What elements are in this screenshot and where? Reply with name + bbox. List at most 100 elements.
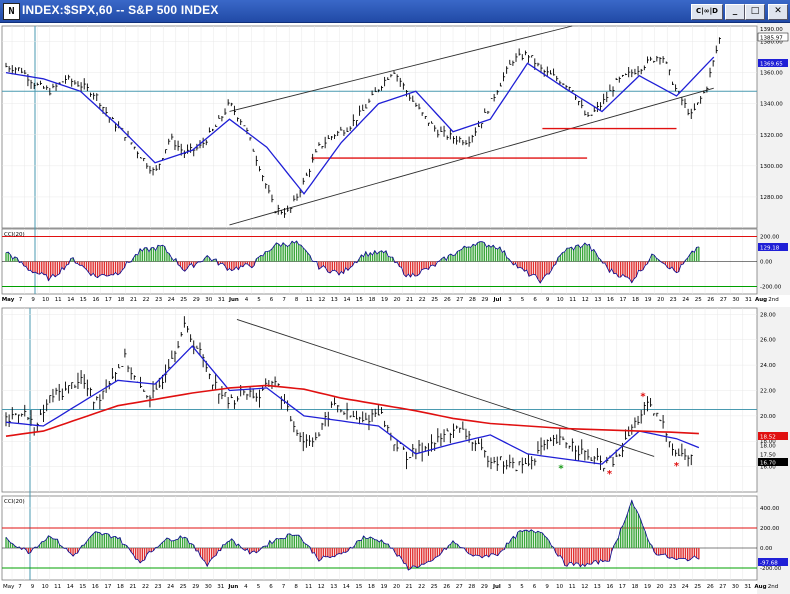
ma-value-box <box>758 59 788 67</box>
panel-frame-cciL <box>1 495 758 581</box>
upper-date-label: 7 <box>282 297 286 303</box>
lower-date-label: 13 <box>594 584 601 590</box>
lower-date-label: May <box>3 584 15 590</box>
last-price-box <box>757 32 789 42</box>
lower-date-label: 24 <box>682 584 689 590</box>
lower-last-label: 16.70 <box>760 461 776 467</box>
lower-date-label: 24 <box>167 584 174 590</box>
last-price-label: 1385.97 <box>760 36 783 42</box>
minimize-button[interactable]: _ <box>725 4 745 20</box>
upper-date-label: May <box>2 297 15 303</box>
lower-axis-label: 18.00 <box>760 444 776 450</box>
lower-date-label: 26 <box>707 584 714 590</box>
upper-date-label: 20 <box>394 297 401 303</box>
upper-date-label: Aug <box>755 297 767 303</box>
upper-date-label: 16 <box>607 297 614 303</box>
upper-date-label: 24 <box>168 297 175 303</box>
upper-date-label: 12 <box>318 297 325 303</box>
panel-frame-price <box>1 25 758 229</box>
lower-date-label: 25 <box>180 584 187 590</box>
price-axis-tick-label: 1360.00 <box>760 71 783 77</box>
cci-upper-last-label: 129.18 <box>760 246 780 252</box>
lower-date-label: 8 <box>294 584 298 590</box>
lower-date-label: 19 <box>644 584 651 590</box>
lower-date-label: 10 <box>556 584 563 590</box>
upper-date-label: 9 <box>546 297 550 303</box>
lower-date-label: 9 <box>545 584 549 590</box>
lower-date-label: 31 <box>217 584 224 590</box>
upper-date-label: 15 <box>356 297 363 303</box>
lower-date-label: 15 <box>79 584 86 590</box>
lower-date-label: 13 <box>330 584 337 590</box>
close-button[interactable]: ✕ <box>768 4 788 20</box>
lower-date-label: 30 <box>205 584 212 590</box>
upper-date-label: Jun <box>228 297 239 303</box>
app-icon[interactable]: N <box>3 3 20 20</box>
lower-axis-tick-label: 28.00 <box>760 312 776 318</box>
title-bar[interactable]: N INDEX:$SPX,60 -- S&P 500 INDEX C|∞|D _… <box>0 0 790 23</box>
lower-date-label: 14 <box>343 584 350 590</box>
lower-date-label: 6 <box>269 584 273 590</box>
upper-date-label: 14 <box>67 297 74 303</box>
lower-date-label: 17 <box>619 584 626 590</box>
upper-date-label: 16 <box>92 297 99 303</box>
lower-date-label: 27 <box>456 584 463 590</box>
lower-date-label: 21 <box>406 584 413 590</box>
upper-date-label: 7 <box>19 297 23 303</box>
lower-date-label: 20 <box>393 584 400 590</box>
upper-date-label: 27 <box>720 297 727 303</box>
lower-date-label: 10 <box>42 584 49 590</box>
upper-date-label: 24 <box>682 297 689 303</box>
lower-date-label: Aug <box>754 584 766 590</box>
upper-date-label: 29 <box>193 297 200 303</box>
lower-date-label: 3 <box>508 584 512 590</box>
lower-date-label: 23 <box>669 584 676 590</box>
upper-date-label: 11 <box>306 297 313 303</box>
chart-options-button[interactable]: C|∞|D <box>691 4 723 20</box>
upper-date-label: 17 <box>619 297 626 303</box>
lower-date-label: 18 <box>117 584 124 590</box>
chart-background <box>0 23 790 594</box>
group-separator <box>0 295 790 307</box>
price-axis-tick-label: 1340.00 <box>760 102 783 108</box>
moving-average-long <box>5 384 699 437</box>
lower-date-label: 25 <box>431 584 438 590</box>
moving-average-short <box>5 345 700 465</box>
upper-date-label: 18 <box>368 297 375 303</box>
signal-marker-red: * <box>640 391 646 402</box>
price-axis-label: 1390.00 <box>760 27 783 33</box>
lower-axis-tick-label: 24.00 <box>760 363 776 369</box>
upper-date-label: 11 <box>55 297 62 303</box>
upper-date-label: 6 <box>533 297 537 303</box>
cci-upper-axis-tick-label: -200.00 <box>760 285 782 291</box>
upper-date-label: 30 <box>732 297 739 303</box>
lower-date-label: 22 <box>418 584 425 590</box>
lower-date-label: 16 <box>606 584 613 590</box>
upper-date-label: 21 <box>130 297 137 303</box>
cci-upper-axis-tick-label: 200.00 <box>760 235 780 241</box>
lower-date-label: Jul <box>492 584 501 590</box>
maximize-button[interactable]: □ <box>745 4 765 20</box>
upper-date-label: 12 <box>582 297 589 303</box>
cci-lower-last-label: -97.68 <box>760 561 778 567</box>
upper-date-label: 13 <box>331 297 338 303</box>
upper-date-label: 31 <box>745 297 752 303</box>
moving-average-short <box>5 56 715 195</box>
lower-date-label: 11 <box>305 584 312 590</box>
price-axis-tick-label: 1280.00 <box>760 195 783 201</box>
lower-axis-tick-label: 26.00 <box>760 338 776 344</box>
upper-date-label: 20 <box>657 297 664 303</box>
upper-date-label: 6 <box>270 297 274 303</box>
panel-frame-lower <box>1 307 758 493</box>
lower-axis-tick-label: 22.00 <box>760 388 776 394</box>
upper-date-label: 4 <box>245 297 249 303</box>
lower-axis-tick-label: 18.00 <box>760 439 776 445</box>
upper-date-label: 26 <box>707 297 714 303</box>
price-axis-tick-label: 1320.00 <box>760 133 783 139</box>
lower-date-label: 5 <box>257 584 261 590</box>
lower-date-label: 2nd <box>768 584 778 590</box>
signal-marker-red: * <box>607 469 613 480</box>
lower-date-label: 11 <box>569 584 576 590</box>
